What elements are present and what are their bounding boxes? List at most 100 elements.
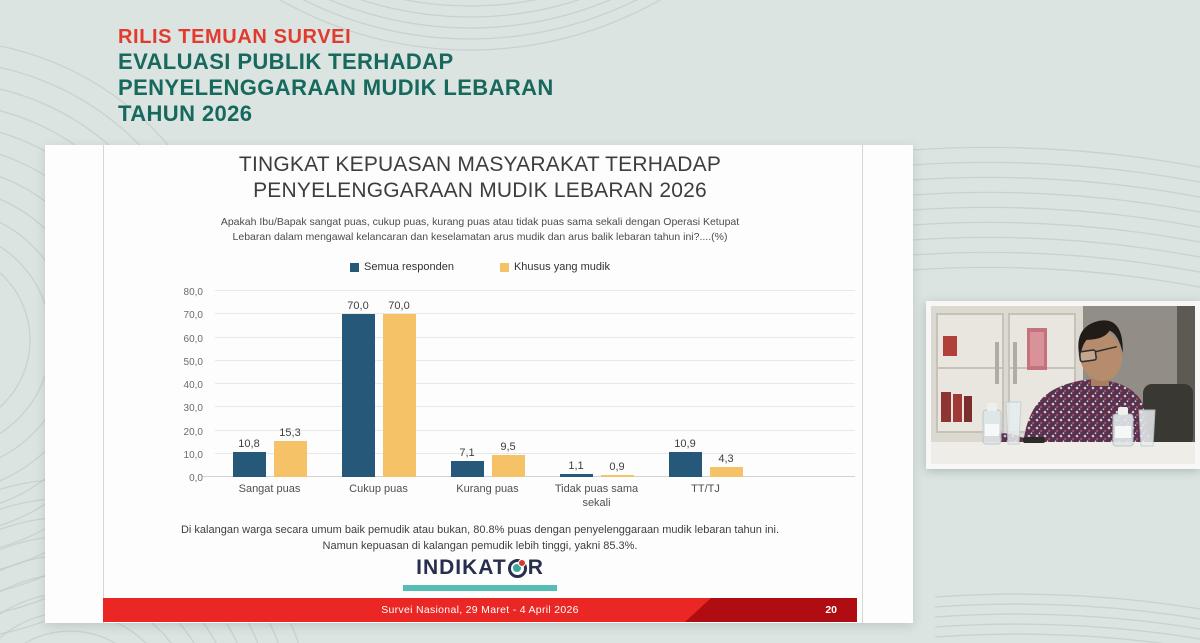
legend-item: Semua responden xyxy=(350,261,454,273)
gridline xyxy=(215,452,855,454)
footer-accent-shape xyxy=(685,598,857,622)
slide-footer-bar: Survei Nasional, 29 Maret - 4 April 2026… xyxy=(103,598,857,622)
phone xyxy=(1023,437,1045,443)
bar-segment xyxy=(668,451,702,477)
bar-khusus-yang-mudik: 9,5 xyxy=(491,441,525,477)
finding-line-2: Namun kepuasan di kalangan pemudik lebih… xyxy=(322,539,638,552)
bar-semua-responden: 10,9 xyxy=(668,438,702,477)
category-label: Sangat puas xyxy=(238,483,301,495)
bar-group-tt-tj: 10,9 4,3 TT/TJ xyxy=(651,291,760,495)
speaker-glasses xyxy=(1078,349,1097,363)
footer-caption: Survei Nasional, 29 Maret - 4 April 2026 xyxy=(381,604,579,616)
axis-baseline xyxy=(203,476,855,477)
bar-pair: 70,0 70,0 xyxy=(324,300,433,477)
category-label: Tidak puas sama sekali xyxy=(554,483,639,509)
y-axis-tick-label: 20,0 xyxy=(183,426,203,438)
wave-line xyxy=(934,633,1165,643)
survey-question-line-2: Lebaran dalam mengawal kelancaran dan ke… xyxy=(232,231,728,244)
header-title-line-2: PENYELENGGARAAN MUDIK LEBARAN xyxy=(118,74,554,100)
y-axis-tick-label: 30,0 xyxy=(183,403,203,415)
slide-title-line-2: PENYELENGGARAAN MUDIK LEBARAN 2026 xyxy=(253,179,707,203)
chart-plot-area: 10,8 15,3 Sangat puas 70,0 70,0 Cukup puas 7,1… xyxy=(203,290,855,509)
slide-left-rule xyxy=(103,145,104,623)
wave-line xyxy=(302,0,638,40)
bar-segment xyxy=(232,451,266,477)
y-axis-tick-label: 70,0 xyxy=(183,310,203,322)
y-axis-tick-label: 40,0 xyxy=(183,380,203,391)
gridline xyxy=(215,429,855,431)
shelf-box xyxy=(943,336,957,356)
y-axis-tick-label: 10,0 xyxy=(183,449,203,461)
bar-segment xyxy=(600,474,634,477)
wave-line xyxy=(911,266,1200,288)
survey-question-line-1: Apakah Ibu/Bapak sangat puas, cukup puas… xyxy=(220,216,740,228)
bar-segment xyxy=(491,454,525,477)
water-bottle-right xyxy=(1112,407,1134,447)
logo-globe-core xyxy=(513,564,522,572)
bar-semua-responden: 70,0 xyxy=(341,300,375,477)
wave-line xyxy=(934,613,1200,630)
wave-line xyxy=(934,593,1200,610)
category-label: Cukup puas xyxy=(349,483,408,495)
wave-line xyxy=(278,0,662,51)
shelf-books xyxy=(941,392,951,422)
bar-value-label: 15,3 xyxy=(279,427,301,440)
bar-value-label: 70,0 xyxy=(347,300,369,313)
bar-value-label: 4,3 xyxy=(718,453,734,466)
table xyxy=(931,442,1195,464)
speaker-face xyxy=(1079,331,1123,381)
slide-right-rule xyxy=(862,145,863,623)
stream-header: RILIS TEMUAN SURVEI EVALUASI PUBLIK TERH… xyxy=(118,26,554,127)
gridline xyxy=(215,359,855,361)
bar-pair: 10,8 15,3 xyxy=(215,427,324,477)
wave-line xyxy=(911,251,1200,273)
wave-line xyxy=(911,221,1200,243)
gridline xyxy=(215,290,855,291)
gridline xyxy=(215,383,855,384)
bar-group-kurang-puas: 7,1 9,5 Kurang puas xyxy=(433,291,542,495)
office-chair xyxy=(1143,384,1193,446)
bar-semua-responden: 10,8 xyxy=(232,438,266,477)
bar-khusus-yang-mudik: 4,3 xyxy=(709,453,743,477)
y-axis-tick-label: 50,0 xyxy=(183,356,203,368)
y-axis-tick-label: 80,0 xyxy=(183,287,203,298)
cabinet-handle-left xyxy=(995,342,999,384)
logo-text-suffix: R xyxy=(527,556,544,579)
bar-semua-responden: 7,1 xyxy=(450,447,484,477)
legend-item: Khusus yang mudik xyxy=(499,261,610,273)
legend-label: Semua responden xyxy=(364,261,454,273)
gridline xyxy=(215,313,855,315)
drinking-glass-left xyxy=(1005,401,1022,445)
header-kicker: RILIS TEMUAN SURVEI xyxy=(118,26,352,48)
legend-label: Khusus yang mudik xyxy=(513,261,610,273)
slide-title-line-1: TINGKAT KEPUASAN MASYARAKAT TERHADAP xyxy=(238,153,722,176)
wave-line xyxy=(934,623,1200,640)
indikator-logo: INDIKAT R xyxy=(103,556,857,591)
chart-y-axis: 0,0 10,0 20,0 30,0 40,0 50,0 60,0 70,0 80,0 xyxy=(149,287,203,484)
logo-underline xyxy=(403,585,557,591)
wave-line xyxy=(328,0,612,29)
legend-swatch xyxy=(350,262,360,272)
logo-text-prefix: INDIKAT xyxy=(416,556,507,579)
category-label: Kurang puas xyxy=(456,483,519,495)
wave-line xyxy=(403,0,537,7)
bar-value-label: 10,9 xyxy=(674,437,696,450)
bar-pair: 10,9 4,3 xyxy=(651,438,760,477)
bar-segment xyxy=(341,314,375,477)
wave-line xyxy=(911,176,1200,198)
header-title-line-3: TAHUN 2026 xyxy=(118,100,253,126)
bar-value-label: 7,1 xyxy=(459,446,475,459)
bar-pair: 7,1 9,5 xyxy=(433,441,542,477)
speaker-video-panel xyxy=(926,301,1200,469)
wave-line xyxy=(934,603,1200,620)
slide-title: TINGKAT KEPUASAN MASYARAKAT TERHADAP PEN… xyxy=(103,152,857,205)
legend-swatch xyxy=(499,262,509,272)
logo-globe-dot xyxy=(517,558,526,567)
bar-group-sangat-puas: 10,8 15,3 Sangat puas xyxy=(215,291,324,495)
bar-segment xyxy=(382,314,416,477)
y-axis-tick-label: 0,0 xyxy=(189,473,203,484)
bar-khusus-yang-mudik: 15,3 xyxy=(273,427,307,477)
wave-line xyxy=(24,630,116,643)
wave-line xyxy=(911,236,1200,258)
finding-line-1: Di kalangan warga secara umum baik pemud… xyxy=(180,524,780,536)
